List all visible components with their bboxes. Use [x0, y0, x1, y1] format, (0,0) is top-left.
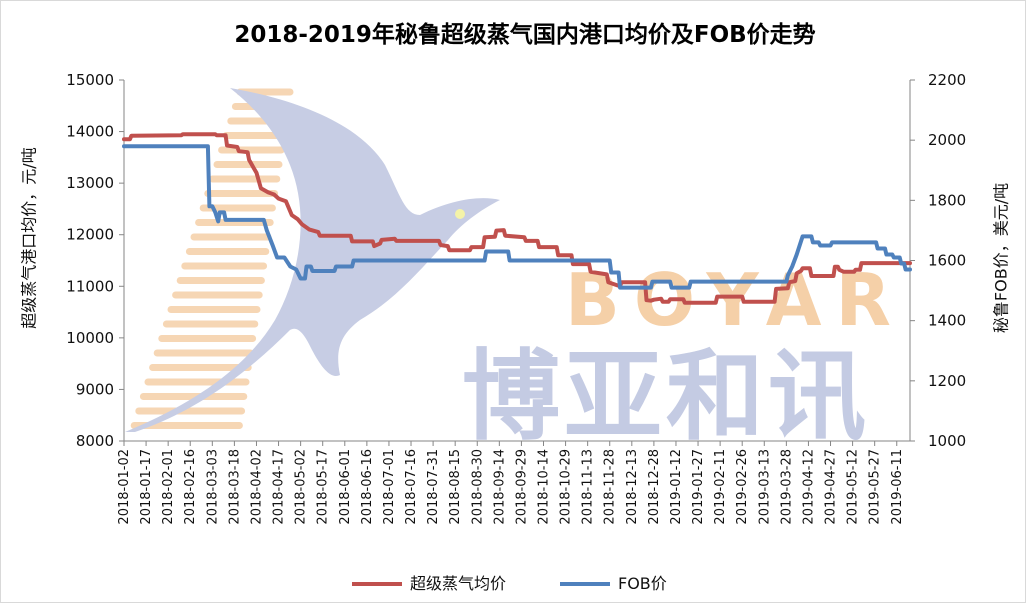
y-axis-title-right: 秘鲁FOB价，美元/吨 — [992, 183, 1011, 333]
y-tick-label-right: 1000 — [928, 432, 966, 450]
x-tick-label: 2018-07-01 — [382, 449, 397, 525]
x-tick-label: 2019-02-11 — [713, 449, 728, 525]
x-tick-label: 2018-03-03 — [205, 449, 220, 525]
y-tick-label-left: 14000 — [66, 123, 114, 141]
watermark-bird-icon — [125, 88, 500, 432]
y-tick-label-right: 1600 — [928, 252, 966, 270]
y-tick-label-right: 2000 — [928, 131, 966, 149]
series-line-price — [122, 132, 912, 305]
x-tick-label: 2018-12-28 — [647, 449, 662, 525]
x-tick-label: 2018-11-13 — [581, 449, 596, 525]
x-tick-label: 2018-10-14 — [536, 449, 551, 525]
x-tick-label: 2019-06-11 — [890, 449, 905, 525]
x-tick-label: 2019-01-27 — [691, 449, 706, 525]
x-ticks: 2018-01-02 2018-01-17 2018-02-01 2018-02-16… — [117, 441, 905, 525]
legend-item-fob[interactable]: FOB价 — [560, 574, 667, 593]
x-tick-label: 2018-01-02 — [117, 449, 132, 525]
y-tick-label-left: 9000 — [76, 380, 114, 398]
y-tick-label-right: 1400 — [928, 312, 966, 330]
x-tick-label: 2018-02-16 — [183, 449, 198, 525]
legend: 超级蒸气均价 FOB价 — [352, 574, 667, 593]
x-tick-label: 2018-09-29 — [514, 449, 529, 525]
x-tick-label: 2018-05-17 — [316, 449, 331, 525]
x-tick-label: 2019-03-13 — [757, 449, 772, 525]
x-tick-label: 2018-10-29 — [559, 449, 574, 525]
x-tick-label: 2018-04-17 — [272, 449, 287, 525]
x-tick-label: 2019-03-28 — [779, 449, 794, 525]
x-tick-label: 2018-06-16 — [360, 449, 375, 525]
x-tick-label: 2018-01-17 — [139, 449, 154, 525]
watermark-bird-eye-icon — [455, 209, 465, 219]
right-ticks: 1000 1200 1400 1600 1800 2000 2200 — [910, 71, 966, 450]
y-tick-label-left: 10000 — [66, 329, 114, 347]
y-tick-label-left: 12000 — [66, 226, 114, 244]
y-tick-label-left: 8000 — [76, 432, 114, 450]
x-tick-label: 2018-06-01 — [338, 449, 353, 525]
x-tick-label: 2018-09-14 — [492, 449, 507, 525]
x-tick-label: 2018-12-13 — [625, 449, 640, 525]
x-tick-label: 2019-05-12 — [846, 449, 861, 525]
x-tick-label: 2018-08-30 — [470, 449, 485, 525]
watermark-cjk-text: 博亚和讯 — [462, 340, 870, 454]
x-tick-label: 2019-05-27 — [868, 449, 883, 525]
x-tick-label: 2018-11-28 — [603, 449, 618, 525]
x-tick-label: 2019-02-26 — [735, 449, 750, 525]
y-axis-title-left: 超级蒸气港口均价，元/吨 — [20, 147, 39, 328]
legend-label-fob: FOB价 — [618, 574, 667, 593]
y-tick-label-left: 11000 — [66, 277, 114, 295]
legend-label-price: 超级蒸气均价 — [410, 574, 506, 593]
x-tick-label: 2019-01-12 — [669, 449, 684, 525]
y-tick-label-right: 1800 — [928, 191, 966, 209]
legend-item-price[interactable]: 超级蒸气均价 — [352, 574, 506, 593]
y-tick-label-left: 13000 — [66, 174, 114, 192]
x-tick-label: 2018-08-15 — [448, 449, 463, 525]
x-tick-label: 2018-07-31 — [426, 449, 441, 525]
x-tick-label: 2019-04-12 — [801, 449, 816, 525]
y-tick-label-right: 1200 — [928, 372, 966, 390]
y-tick-label-left: 15000 — [66, 71, 114, 89]
left-ticks: 8000 9000 10000 11000 12000 13000 14000 15000 — [66, 71, 124, 450]
x-tick-label: 2018-07-16 — [404, 449, 419, 525]
x-tick-label: 2018-03-18 — [227, 449, 242, 525]
series-line-fob — [122, 144, 912, 290]
y-tick-label-right: 2200 — [928, 71, 966, 89]
x-tick-label: 2018-05-02 — [294, 449, 309, 525]
chart-title: 2018-2019年秘鲁超级蒸气国内港口均价及FOB价走势 — [234, 21, 815, 48]
series-layer — [122, 132, 912, 305]
x-tick-label: 2018-04-02 — [249, 449, 264, 525]
x-tick-label: 2019-04-27 — [824, 449, 839, 525]
x-tick-label: 2018-02-01 — [161, 449, 176, 525]
